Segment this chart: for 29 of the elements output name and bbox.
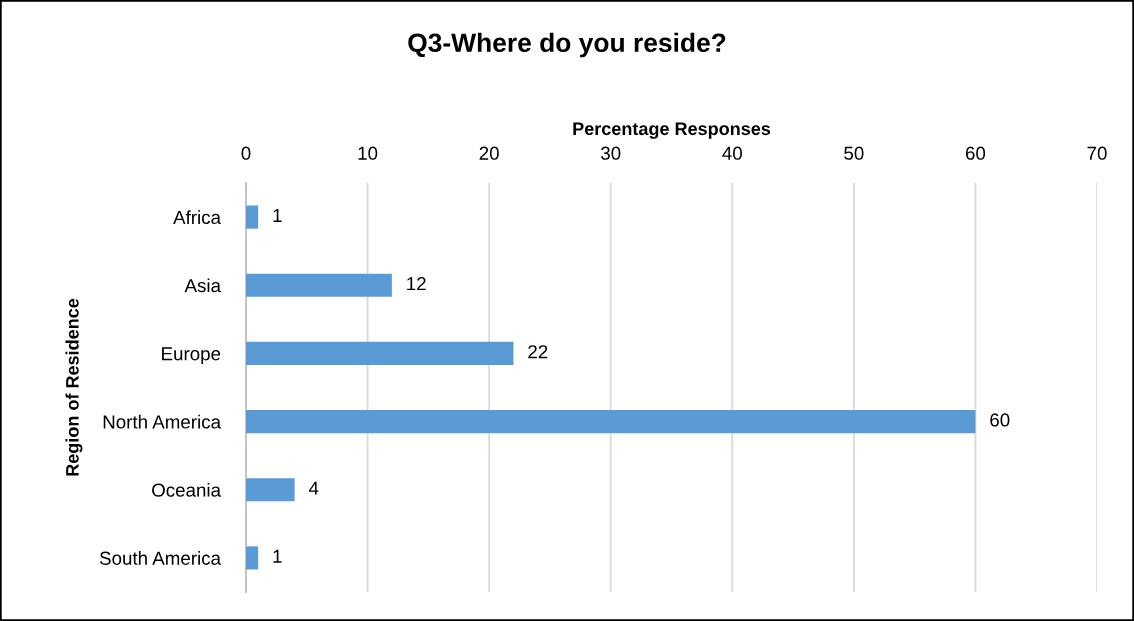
y-tick-label: North America bbox=[103, 414, 221, 429]
y-axis-title: Region of Residence bbox=[65, 298, 83, 476]
bar bbox=[246, 341, 514, 366]
y-tick-label: Europe bbox=[162, 347, 221, 365]
x-tick-label: 30 bbox=[601, 146, 621, 160]
chart-title: Q3-Where do you reside? bbox=[408, 32, 726, 58]
y-tick-label: South America bbox=[99, 551, 221, 565]
x-tick-label: 10 bbox=[358, 146, 378, 160]
x-axis-title: Percentage Responses bbox=[573, 122, 771, 139]
data-label: 60 bbox=[990, 413, 1010, 427]
x-tick-label: 0 bbox=[241, 146, 251, 160]
x-tick-label: 20 bbox=[479, 146, 499, 160]
bar bbox=[246, 410, 976, 434]
y-tick-label: Asia bbox=[184, 278, 221, 293]
bar bbox=[246, 273, 392, 297]
data-label: 1 bbox=[273, 209, 282, 222]
bar bbox=[246, 205, 259, 229]
x-tick-label: 50 bbox=[844, 146, 864, 160]
data-label: 12 bbox=[407, 277, 426, 291]
data-label: 1 bbox=[273, 549, 282, 563]
x-tick-label: 70 bbox=[1087, 146, 1107, 160]
x-tick-label: 40 bbox=[722, 146, 742, 160]
data-label: 22 bbox=[528, 345, 548, 359]
x-tick-label: 60 bbox=[965, 146, 986, 160]
y-tick-label: Oceania bbox=[152, 482, 221, 497]
bar bbox=[246, 546, 259, 570]
y-tick-label: Africa bbox=[173, 210, 221, 225]
bar bbox=[246, 478, 295, 502]
data-label: 4 bbox=[308, 481, 319, 495]
